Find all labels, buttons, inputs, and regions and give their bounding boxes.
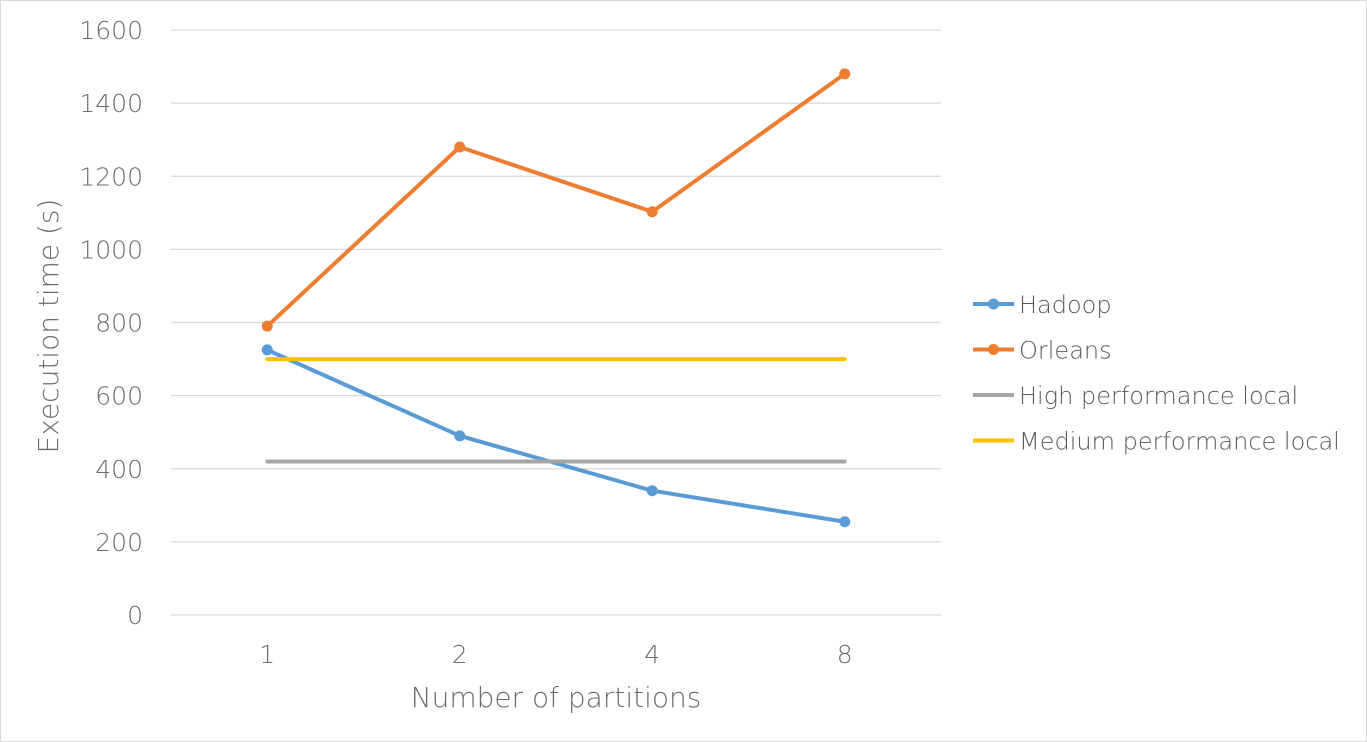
y-tick-label: 1600 — [79, 16, 143, 45]
series-line-hadoop — [265, 347, 847, 524]
legend: Hadoop Orleans High performance local Mediu… — [973, 291, 1340, 456]
data-point-orleans — [454, 141, 466, 153]
x-axis-ticks: 1 2 4 8 — [259, 640, 852, 669]
x-tick-label: 8 — [837, 640, 853, 669]
y-tick-label: 800 — [95, 309, 143, 338]
legend-label-hadoop: Hadoop — [1019, 291, 1112, 319]
legend-marker-hadoop — [988, 298, 999, 310]
y-tick-label: 1000 — [79, 235, 143, 264]
x-tick-label: 1 — [259, 640, 275, 669]
y-tick-label: 200 — [95, 528, 143, 557]
legend-label-medium-performance-local: Medium performance local — [1019, 428, 1340, 456]
data-point-hadoop — [261, 344, 273, 356]
data-point-orleans — [261, 320, 273, 332]
y-axis-title: Execution time (s) — [32, 199, 65, 454]
y-tick-label: 0 — [127, 601, 143, 630]
x-axis-title: Number of partitions — [411, 681, 702, 714]
legend-label-orleans: Orleans — [1019, 337, 1112, 365]
data-point-hadoop — [839, 516, 851, 528]
legend-label-high-performance-local: High performance local — [1019, 382, 1298, 410]
data-point-hadoop — [646, 485, 658, 497]
legend-marker-orleans — [988, 344, 999, 355]
gridlines — [171, 29, 941, 616]
y-tick-label: 400 — [95, 455, 143, 484]
x-tick-label: 4 — [644, 640, 660, 669]
x-tick-label: 2 — [452, 640, 468, 669]
data-point-orleans — [646, 206, 658, 218]
data-point-orleans — [839, 68, 851, 80]
y-axis-ticks: 0 200 400 600 800 1000 1200 1400 1600 — [79, 16, 143, 630]
y-tick-label: 1400 — [79, 89, 143, 118]
series-lines — [261, 68, 851, 528]
y-tick-label: 600 — [95, 382, 143, 411]
data-point-hadoop — [454, 430, 466, 442]
series-line-orleans — [265, 71, 847, 329]
y-tick-label: 1200 — [79, 162, 143, 191]
